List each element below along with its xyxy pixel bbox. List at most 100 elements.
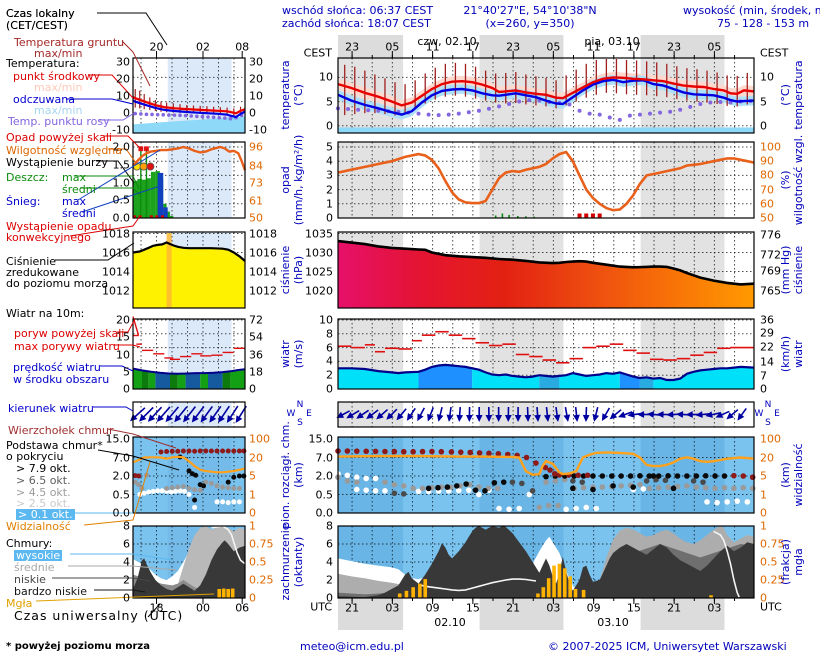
legend-item-15: średni	[62, 183, 96, 196]
legend-item-0: Czas lokalny	[6, 7, 75, 20]
value-tick-label: 1	[249, 519, 256, 533]
mini-night-day-bands	[133, 58, 245, 598]
day-label-thursday: czw, 02.10	[417, 35, 477, 48]
legend-item-30: Wierzchołek chmur	[8, 424, 114, 437]
value-tick-label: 5	[326, 140, 333, 154]
time-tick-top: 11	[425, 40, 440, 54]
axis-title-right-0: (°C) temperatura	[779, 60, 805, 130]
value-tick-label: 14	[760, 355, 774, 369]
legend-item-18: średni	[62, 207, 96, 220]
legend-item-27: prędkość wiatru	[13, 361, 101, 374]
legend-item-2: Temperatura gruntu	[14, 36, 125, 49]
legend-item-36: > 2.5 okt.	[16, 497, 71, 510]
value-tick-label: 10	[319, 313, 333, 327]
value-tick-label: 0	[249, 506, 256, 520]
sunrise-label: wschód słońca: 06:37 CEST	[282, 4, 434, 17]
value-tick-label: 765	[760, 284, 781, 298]
value-tick-label: 0	[249, 382, 256, 396]
altitude-values: 75 - 128 - 153 m	[716, 17, 810, 30]
time-tick-top: 23	[345, 40, 360, 54]
day-label-friday: pią, 03.10	[584, 35, 640, 48]
value-tick-label: 4	[326, 354, 333, 368]
contact-email-link[interactable]: meteo@icm.edu.pl	[300, 640, 404, 653]
local-time-label: Czas lokalny	[6, 7, 75, 20]
value-tick-label: 4	[326, 154, 333, 168]
value-tick-label: 100	[760, 140, 781, 154]
value-tick-label: 0	[760, 119, 767, 133]
time-tick-bottom: 09	[425, 601, 440, 615]
legend-item-5: punkt środkowy	[13, 70, 101, 83]
value-tick-label: 100	[249, 432, 270, 446]
legend-item-44: Mgła	[6, 597, 33, 610]
time-tick-bottom: 15	[626, 601, 641, 615]
legend-item-19: Wystąpienie opadu	[6, 220, 112, 233]
value-tick-label: 7.0	[112, 451, 131, 464]
value-tick-label: 0.5	[112, 488, 131, 501]
value-tick-label: 1.0	[112, 176, 131, 189]
value-tick-label: 30	[116, 55, 130, 69]
value-tick-label: 4	[123, 555, 130, 569]
time-tick-top: 17	[626, 40, 641, 54]
value-tick-label: 18	[249, 365, 263, 379]
value-tick-label: 6	[123, 537, 130, 551]
value-tick-label: 15.0	[308, 432, 334, 446]
legend-item-37: > 0.1 okt.	[16, 508, 75, 521]
legend-item-29: kierunek wiatru	[8, 402, 94, 415]
time-tick-top: 05	[546, 40, 561, 54]
value-tick-label: 10	[116, 348, 130, 361]
value-tick-label: 2	[326, 183, 333, 197]
value-tick-label: 1014	[249, 265, 277, 278]
value-tick-label: 1	[326, 197, 333, 211]
value-tick-label: 36	[760, 313, 774, 327]
tz-label-top-right: CEST	[760, 46, 789, 60]
value-tick-label: 5	[123, 365, 130, 379]
value-tick-label: -10	[249, 123, 267, 136]
value-tick-label: 3	[326, 168, 333, 182]
value-tick-label: 2	[123, 573, 130, 587]
legend-item-25: poryw powyżej skali	[14, 327, 125, 340]
value-tick-label: 0	[326, 382, 333, 396]
value-tick-label: 7	[760, 369, 767, 383]
value-tick-label: 60	[760, 197, 774, 211]
value-tick-label: 0.5	[315, 488, 334, 501]
value-tick-label: -10	[112, 123, 130, 136]
legend-item-41: średnie	[14, 561, 55, 574]
value-tick-label: 1	[760, 519, 767, 533]
legend-item-14: max	[62, 171, 86, 184]
value-tick-label: 10	[760, 70, 774, 84]
legend-item-4: Temperatura:	[6, 57, 80, 70]
value-tick-label: 100	[760, 432, 781, 446]
value-tick-label: 20	[249, 451, 263, 464]
legend-item-33: > 7.9 okt.	[16, 462, 71, 475]
value-tick-label: 1030	[305, 246, 333, 259]
value-tick-label: 7.0	[315, 451, 334, 464]
value-tick-label: 10	[249, 89, 263, 103]
value-tick-label: 1014	[102, 265, 130, 278]
mini-cloudiness-panel	[133, 525, 246, 598]
axis-title-right-4: (km) widzialność	[779, 443, 805, 507]
date-label-0210: 02.10	[434, 616, 466, 629]
mini-time-tick-bottom: 18	[149, 601, 164, 615]
value-tick-label: 5	[760, 469, 767, 483]
grid-point-label: (x=260, y=350)	[485, 17, 575, 30]
value-tick-label: 15	[116, 330, 130, 344]
value-tick-label: 0.5	[760, 555, 778, 569]
legend-item-31: Podstawa chmur*	[6, 439, 103, 452]
compass-right-N: N	[764, 400, 772, 410]
compass-right-W: W	[754, 409, 764, 419]
time-tick-bottom: 21	[667, 601, 682, 615]
mini-time-tick-bottom: 00	[196, 601, 210, 615]
value-tick-label: 5	[326, 95, 333, 109]
time-tick-bottom: 21	[506, 601, 521, 615]
mini-time-tick-bottom: 06	[235, 601, 250, 615]
time-tick-top: 23	[506, 40, 521, 54]
axis-title-right-3: (km/h) wiatr	[779, 335, 805, 373]
sunset-label: zachód słońca: 18:07 CEST	[282, 17, 431, 30]
time-tick-top: 23	[667, 40, 682, 54]
value-tick-label: 0.25	[249, 573, 274, 587]
value-tick-label: 70	[760, 183, 774, 197]
value-tick-label: 30	[249, 55, 263, 69]
legend-item-7: odczuwana	[13, 93, 75, 106]
time-tick-top: 17	[465, 40, 480, 54]
